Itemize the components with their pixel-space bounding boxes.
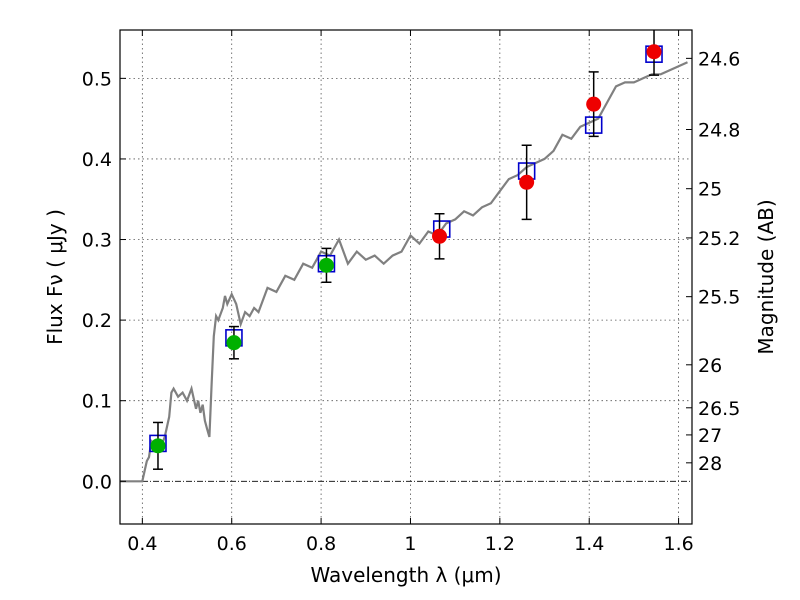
mag-tick-label: 27: [698, 425, 722, 447]
mag-tick-label: 25.2: [698, 228, 740, 250]
y-tick-label: 0.2: [82, 310, 112, 332]
observed-point: [226, 335, 242, 351]
y-axis-label: Flux Fν ( μJy ): [43, 209, 67, 345]
plot-frame: [119, 29, 693, 525]
plot-area: [120, 30, 688, 483]
observed-point: [432, 228, 448, 244]
y-axis-right-label: Magnitude (AB): [754, 199, 778, 354]
mag-tick-label: 25.5: [698, 287, 740, 309]
observed-point: [586, 96, 602, 112]
mag-tick-label: 26: [698, 355, 722, 377]
y-tick-label: 0.0: [82, 471, 112, 493]
observed-point: [318, 257, 334, 273]
y-tick-label: 0.5: [82, 68, 112, 90]
mag-tick-label: 24.6: [698, 48, 740, 70]
x-tick-label: 1.2: [485, 533, 515, 555]
grid-lines: [120, 30, 692, 524]
x-tick-label: 0.6: [217, 533, 247, 555]
x-tick-label: 0.8: [306, 533, 336, 555]
mag-tick-label: 28: [698, 453, 722, 475]
x-tick-label: 1.4: [574, 533, 604, 555]
sed-template-line: [120, 61, 688, 483]
observed-point: [150, 438, 166, 454]
mag-tick-label: 24.8: [698, 120, 740, 142]
y-tick-label: 0.1: [82, 391, 112, 413]
mag-tick-label: 26.5: [698, 398, 740, 420]
y-tick-label: 0.4: [82, 149, 112, 171]
y-tick-label: 0.3: [82, 230, 112, 252]
x-tick-label: 0.4: [127, 533, 157, 555]
observed-point: [646, 44, 662, 60]
x-axis-label: Wavelength λ (μm): [310, 563, 501, 587]
x-tick-label: 1.6: [663, 533, 693, 555]
observed-point: [519, 174, 535, 190]
x-tick-label: 1: [404, 533, 416, 555]
mag-tick-label: 25: [698, 179, 722, 201]
axis-ticks: 0.4 0.6 0.8 1 1.2 1.4 1.6 0.0 0.1 0.2 0.3 0.4 0.5 24.…: [82, 30, 740, 555]
